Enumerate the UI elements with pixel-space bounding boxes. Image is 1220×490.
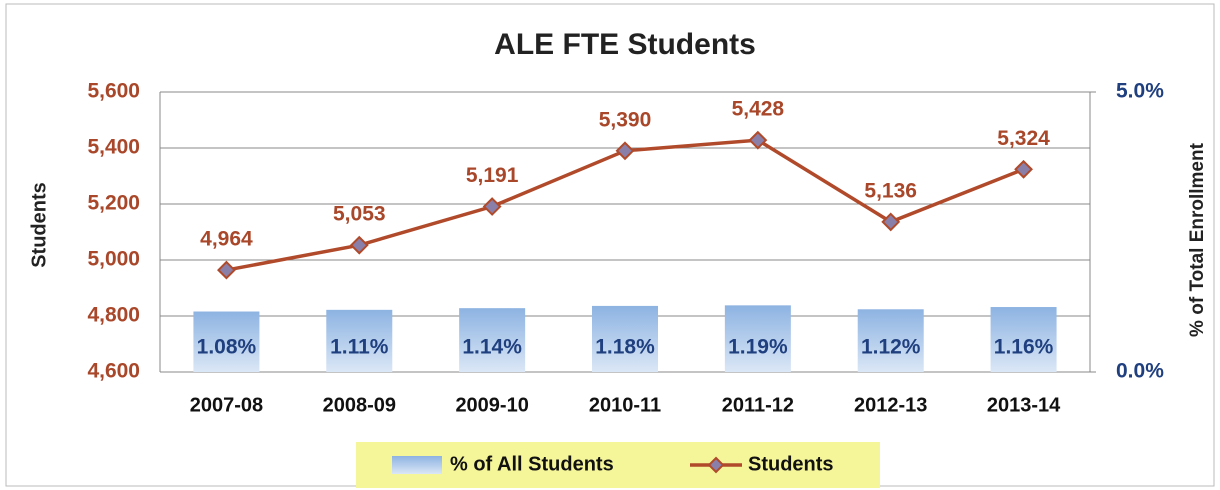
line-value-label: 5,053 bbox=[333, 203, 386, 226]
line-marker bbox=[217, 260, 236, 280]
line-marker bbox=[615, 141, 635, 161]
y-tick-label: 5,000 bbox=[87, 248, 140, 271]
bar-value-label: 1.18% bbox=[595, 336, 655, 359]
line-marker bbox=[349, 235, 369, 255]
bar-value-label: 1.11% bbox=[330, 336, 389, 359]
x-tick-label: 2012-13 bbox=[854, 394, 927, 416]
bar bbox=[326, 309, 393, 372]
y-axis-title: Students bbox=[28, 182, 50, 268]
chart-frame bbox=[5, 3, 1215, 487]
bar bbox=[990, 307, 1057, 372]
bar bbox=[592, 305, 658, 372]
y-tick-label: 4,600 bbox=[87, 360, 140, 383]
bar-value-label: 1.12% bbox=[861, 336, 921, 359]
line-marker bbox=[482, 197, 502, 216]
bar bbox=[193, 311, 260, 372]
x-tick-label: 2010-11 bbox=[589, 394, 661, 416]
bar-value-label: 1.19% bbox=[728, 336, 788, 359]
legend-label: % of All Students bbox=[450, 453, 614, 475]
line-value-label: 5,191 bbox=[466, 164, 519, 187]
line-value-label: 5,136 bbox=[864, 179, 917, 202]
y-tick-label: 5,400 bbox=[87, 136, 140, 159]
bar-value-label: 1.16% bbox=[994, 336, 1054, 359]
line-marker bbox=[881, 212, 901, 232]
y-tick-label: 5,600 bbox=[87, 80, 140, 103]
line-value-label: 5,390 bbox=[599, 108, 652, 131]
x-tick-label: 2011-12 bbox=[722, 394, 794, 416]
legend-label: Students bbox=[748, 453, 834, 475]
y2-axis-title: % of Total Enrollment bbox=[1187, 142, 1208, 337]
y2-tick-label: 0.0% bbox=[1116, 360, 1164, 383]
x-tick-label: 2009-10 bbox=[455, 394, 528, 416]
bar-value-label: 1.14% bbox=[462, 336, 522, 359]
x-tick-label: 2013-14 bbox=[987, 394, 1061, 416]
bar bbox=[459, 308, 526, 372]
legend-marker bbox=[707, 456, 725, 474]
line-value-label: 5,428 bbox=[732, 98, 785, 121]
line-value-label: 5,324 bbox=[997, 127, 1050, 150]
line-value-label: 4,964 bbox=[200, 228, 253, 251]
line-marker bbox=[748, 130, 768, 150]
y2-tick-label: 5.0% bbox=[1116, 80, 1164, 103]
legend-swatch bbox=[392, 456, 442, 474]
line-marker bbox=[1014, 159, 1033, 179]
y-tick-label: 4,800 bbox=[87, 304, 140, 327]
bar bbox=[857, 309, 924, 372]
bar-value-label: 1.08% bbox=[197, 336, 257, 359]
legend-box bbox=[356, 442, 880, 488]
x-tick-label: 2008-09 bbox=[323, 394, 396, 416]
y-tick-label: 5,200 bbox=[87, 192, 140, 215]
x-tick-label: 2007-08 bbox=[190, 394, 263, 416]
chart-title: ALE FTE Students bbox=[494, 28, 756, 61]
bar bbox=[724, 305, 791, 372]
